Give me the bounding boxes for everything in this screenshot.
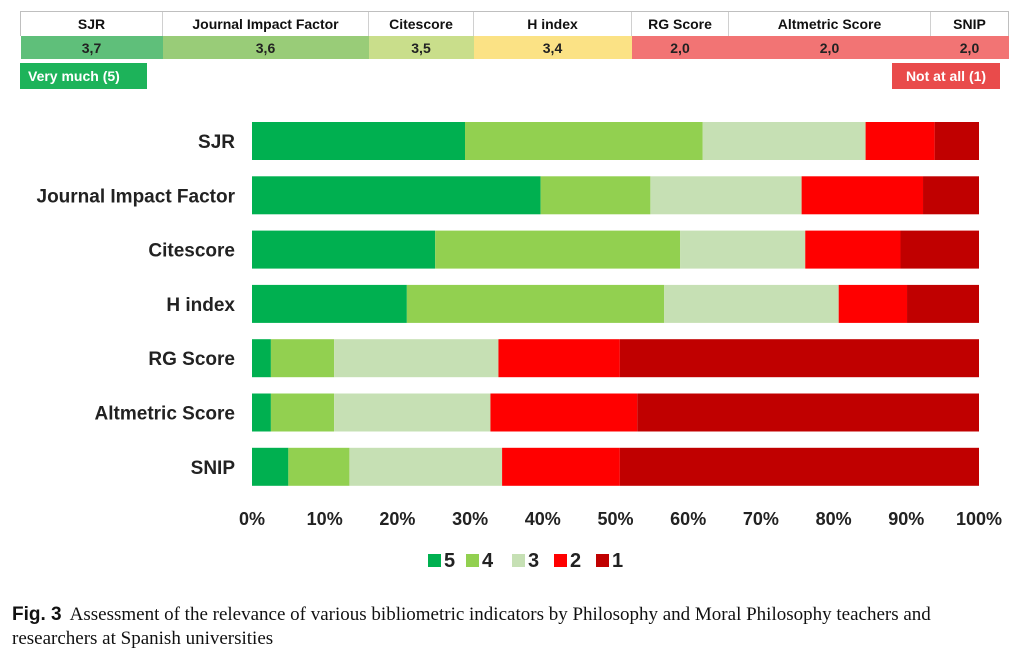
bar-segment-sjr-rating-3 [702,122,866,160]
legend-swatch-rating-5 [428,554,441,567]
score-header-jif: Journal Impact Factor [162,11,369,36]
x-tick-label-40: 40% [525,509,561,529]
score-table-value-row: 3,7 3,6 3,5 3,4 2,0 2,0 2,0 [20,36,1009,59]
score-value-snip: 2,0 [930,36,1009,59]
x-tick-label-30: 30% [452,509,488,529]
bar-segment-snip-rating-1 [619,447,979,486]
score-header-sjr: SJR [20,11,163,36]
bar-segment-rg-score-rating-4 [270,339,335,378]
score-value-sjr: 3,7 [20,36,163,59]
score-header-hindex: H index [473,11,632,36]
bar-segment-h-index-rating-4 [406,284,665,323]
x-tick-label-90: 90% [888,509,924,529]
bar-segment-snip-rating-2 [502,447,620,486]
x-tick-label-80: 80% [816,509,852,529]
score-value-rgscore: 2,0 [631,36,729,59]
stacked-bar-chart: SJR Journal Impact Factor Citescore H index… [37,122,1002,572]
x-tick-label-20: 20% [379,509,415,529]
bar-segment-citescore-rating-5 [252,230,436,269]
scale-low-label: Not at all (1) [892,63,1000,89]
bar-segment-snip-rating-3 [349,447,503,486]
category-label-sjr: SJR [198,132,235,153]
x-tick-label-60: 60% [670,509,706,529]
bar-segment-citescore-rating-4 [435,230,681,269]
bar-segment-journal-impact-factor-rating-5 [252,176,541,215]
legend-swatch-rating-4 [466,554,479,567]
bar-segment-sjr-rating-5 [252,122,466,160]
category-label-h-index: H index [166,295,235,316]
figure-label: Fig. 3 [12,604,62,625]
x-tick-label-10: 10% [307,509,343,529]
bar-segment-sjr-rating-4 [465,122,703,160]
bar-segment-snip-rating-4 [288,447,350,486]
legend-label-rating-2: 2 [570,550,581,572]
scale-high-label: Very much (5) [20,63,147,89]
bar-segment-h-index-rating-5 [252,284,407,323]
bar-segment-rg-score-rating-2 [498,339,620,378]
score-header-altmetric: Altmetric Score [728,11,931,36]
bar-segment-h-index-rating-3 [664,284,839,323]
bar-segment-h-index-rating-1 [907,284,979,323]
bar-segment-altmetric-score-rating-4 [270,393,335,432]
category-label-snip: SNIP [191,458,236,479]
bar-segment-citescore-rating-1 [900,230,979,269]
x-tick-label-0: 0% [239,509,265,529]
bar-segment-snip-rating-5 [252,447,289,486]
bar-segment-altmetric-score-rating-1 [637,393,979,432]
x-tick-label-50: 50% [597,509,633,529]
score-header-snip: SNIP [930,11,1009,36]
bar-segment-citescore-rating-2 [805,230,901,269]
legend-swatch-rating-2 [554,554,567,567]
x-tick-label-70: 70% [743,509,779,529]
bar-segment-journal-impact-factor-rating-3 [650,176,802,215]
indicator-score-table: SJR Journal Impact Factor Citescore H in… [20,11,1009,59]
legend-swatch-rating-1 [596,554,609,567]
category-label-journal-impact-factor: Journal Impact Factor [37,186,236,207]
bar-segment-h-index-rating-2 [838,284,908,323]
x-tick-label-100: 100% [956,509,1002,529]
category-label-altmetric-score: Altmetric Score [95,404,235,425]
bar-segment-journal-impact-factor-rating-4 [540,176,651,215]
score-header-citescore: Citescore [368,11,474,36]
bar-segment-journal-impact-factor-rating-2 [801,176,924,215]
legend-label-rating-5: 5 [444,550,455,572]
legend-swatch-rating-3 [512,554,525,567]
score-value-altmetric: 2,0 [728,36,931,59]
bar-segment-rg-score-rating-1 [619,339,979,378]
bar-segment-rg-score-rating-5 [252,339,271,378]
category-label-citescore: Citescore [148,241,235,262]
legend-label-rating-3: 3 [528,550,539,572]
score-value-jif: 3,6 [162,36,369,59]
score-header-rgscore: RG Score [631,11,729,36]
legend-label-rating-1: 1 [612,550,623,572]
bar-segment-journal-impact-factor-rating-1 [923,176,979,215]
figure-caption: Fig. 3 Assessment of the relevance of var… [12,603,1017,651]
bar-segment-altmetric-score-rating-2 [490,393,638,432]
bar-segment-altmetric-score-rating-3 [334,393,491,432]
bar-segment-citescore-rating-3 [680,230,806,269]
score-table-header-row: SJR Journal Impact Factor Citescore H in… [20,11,1009,36]
bar-segment-rg-score-rating-3 [334,339,499,378]
bar-segment-sjr-rating-2 [865,122,935,160]
legend-label-rating-4: 4 [482,550,494,572]
score-value-hindex: 3,4 [473,36,632,59]
bar-segment-sjr-rating-1 [934,122,979,160]
bar-segment-altmetric-score-rating-5 [252,393,271,432]
figure-caption-text: Assessment of the relevance of various b… [12,604,931,649]
category-label-rg-score: RG Score [148,349,235,370]
score-value-citescore: 3,5 [368,36,474,59]
